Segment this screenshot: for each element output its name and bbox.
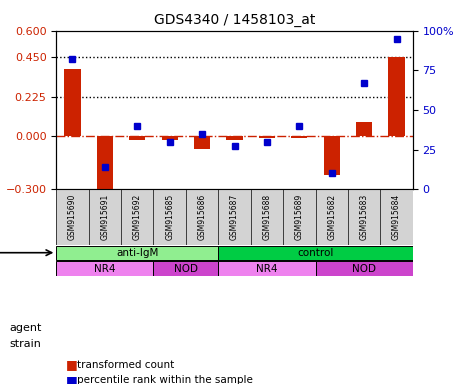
- Text: GSM915689: GSM915689: [295, 194, 304, 240]
- Text: GSM915687: GSM915687: [230, 194, 239, 240]
- Text: NOD: NOD: [352, 263, 376, 273]
- Bar: [64, 70, 81, 136]
- Text: transformed count: transformed count: [77, 360, 174, 370]
- Text: GSM915686: GSM915686: [197, 194, 207, 240]
- Text: strain: strain: [9, 339, 41, 349]
- Bar: [388, 57, 405, 136]
- FancyBboxPatch shape: [218, 245, 413, 260]
- FancyBboxPatch shape: [153, 262, 218, 276]
- Text: GSM915685: GSM915685: [165, 194, 174, 240]
- Text: GSM915682: GSM915682: [327, 194, 336, 240]
- Bar: [129, 136, 145, 140]
- Text: NOD: NOD: [174, 263, 198, 273]
- Text: agent: agent: [9, 323, 42, 333]
- Text: GSM915691: GSM915691: [100, 194, 109, 240]
- Text: GSM915683: GSM915683: [360, 194, 369, 240]
- Text: NR4: NR4: [94, 263, 116, 273]
- FancyBboxPatch shape: [56, 245, 218, 260]
- Text: GSM915690: GSM915690: [68, 194, 77, 240]
- Text: ■: ■: [66, 374, 77, 384]
- Bar: [259, 136, 275, 138]
- FancyBboxPatch shape: [56, 262, 153, 276]
- Text: control: control: [297, 248, 334, 258]
- FancyBboxPatch shape: [218, 262, 316, 276]
- Text: percentile rank within the sample: percentile rank within the sample: [77, 375, 253, 384]
- Text: GSM915684: GSM915684: [392, 194, 401, 240]
- FancyBboxPatch shape: [316, 262, 413, 276]
- Text: anti-IgM: anti-IgM: [116, 248, 159, 258]
- Bar: [227, 136, 242, 140]
- Text: GSM915688: GSM915688: [262, 194, 272, 240]
- Bar: [162, 136, 178, 140]
- Bar: [324, 136, 340, 175]
- Bar: [194, 136, 210, 149]
- Text: ■: ■: [66, 358, 77, 371]
- Text: NR4: NR4: [256, 263, 278, 273]
- Bar: [356, 122, 372, 136]
- Bar: [97, 136, 113, 198]
- Bar: [291, 136, 307, 138]
- Title: GDS4340 / 1458103_at: GDS4340 / 1458103_at: [154, 13, 315, 27]
- Text: GSM915692: GSM915692: [133, 194, 142, 240]
